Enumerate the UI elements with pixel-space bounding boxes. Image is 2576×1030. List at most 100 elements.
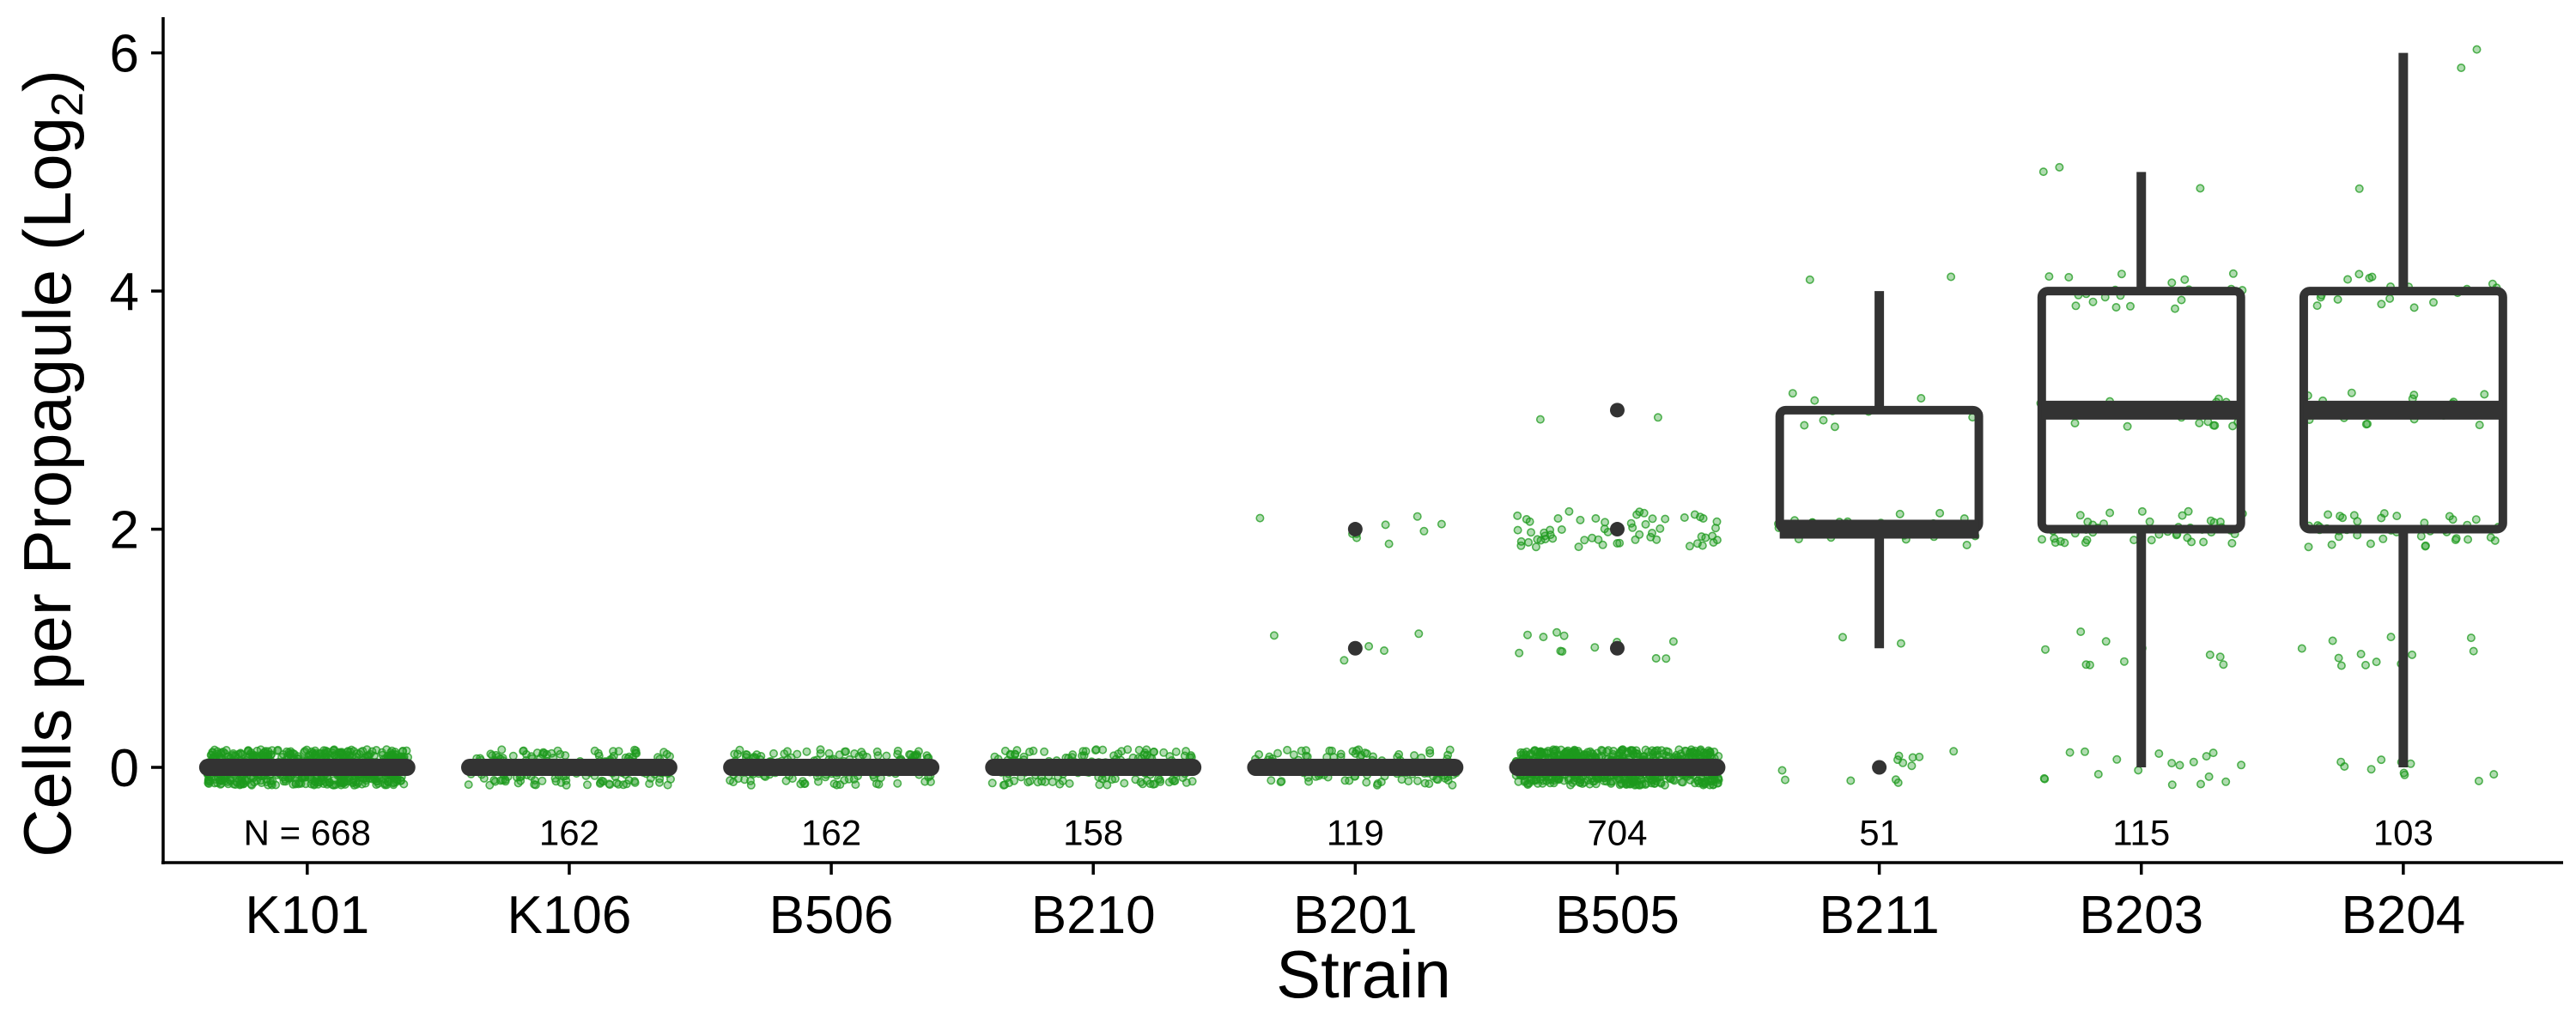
data-point bbox=[1896, 639, 1905, 648]
data-point bbox=[726, 776, 735, 785]
data-point bbox=[1188, 777, 1197, 786]
data-point bbox=[313, 778, 323, 787]
data-point bbox=[1432, 774, 1442, 784]
data-point bbox=[1681, 747, 1691, 756]
data-point bbox=[1819, 415, 1828, 425]
data-point bbox=[1962, 540, 1971, 549]
data-point bbox=[2126, 301, 2136, 311]
n-count-label: 162 bbox=[539, 812, 599, 852]
data-point bbox=[2050, 538, 2060, 548]
data-point bbox=[234, 749, 243, 759]
data-point bbox=[1893, 778, 1903, 787]
data-point bbox=[1024, 778, 1033, 787]
data-point bbox=[1376, 777, 1386, 786]
data-point bbox=[228, 779, 238, 789]
data-point bbox=[1917, 393, 1926, 403]
data-point bbox=[2202, 752, 2211, 761]
data-point bbox=[2134, 766, 2143, 775]
data-point bbox=[2206, 516, 2215, 525]
data-point bbox=[1522, 750, 1531, 760]
data-point bbox=[1182, 747, 1191, 756]
data-point bbox=[2088, 297, 2098, 306]
data-point bbox=[1540, 531, 1550, 541]
data-point bbox=[2065, 748, 2075, 757]
y-tick-label: 4 bbox=[110, 263, 139, 322]
data-point bbox=[2196, 184, 2205, 193]
data-point bbox=[2189, 757, 2198, 766]
data-point bbox=[2480, 390, 2489, 399]
data-point bbox=[816, 745, 825, 754]
data-point bbox=[1410, 751, 1419, 760]
data-point bbox=[1384, 539, 1394, 548]
data-point bbox=[1708, 531, 1717, 541]
data-point bbox=[281, 777, 290, 786]
data-point bbox=[733, 774, 743, 784]
data-point bbox=[2199, 537, 2208, 547]
data-point bbox=[1539, 633, 1548, 642]
data-point bbox=[374, 779, 383, 788]
data-point bbox=[2464, 535, 2473, 544]
data-point bbox=[380, 780, 390, 790]
data-point bbox=[497, 745, 507, 754]
data-point bbox=[1651, 653, 1661, 663]
data-point bbox=[2466, 633, 2476, 643]
data-point bbox=[2361, 660, 2371, 670]
data-point bbox=[1068, 750, 1078, 760]
data-point bbox=[2038, 167, 2048, 177]
data-point bbox=[2204, 772, 2214, 781]
data-point bbox=[2377, 513, 2386, 523]
data-point bbox=[2167, 278, 2177, 288]
n-count-label: 162 bbox=[801, 812, 861, 852]
data-point bbox=[1635, 530, 1644, 539]
data-point bbox=[2304, 542, 2313, 552]
data-point bbox=[1648, 528, 1657, 537]
data-point bbox=[1710, 747, 1719, 756]
data-point bbox=[2195, 418, 2204, 427]
n-count-label: 158 bbox=[1063, 812, 1123, 852]
data-point bbox=[1626, 518, 1636, 528]
data-point bbox=[2064, 272, 2074, 282]
data-point bbox=[595, 779, 605, 788]
data-point bbox=[2361, 420, 2371, 429]
data-point bbox=[2215, 652, 2225, 662]
data-point bbox=[1641, 519, 1650, 529]
data-point bbox=[2060, 538, 2069, 548]
data-point bbox=[1535, 415, 1545, 424]
n-count-label: 704 bbox=[1587, 812, 1647, 852]
data-point bbox=[1895, 509, 1905, 518]
data-point bbox=[1362, 778, 1371, 787]
data-point bbox=[247, 780, 257, 790]
data-point bbox=[1142, 776, 1151, 785]
data-point bbox=[2112, 754, 2122, 764]
data-point bbox=[2377, 300, 2386, 309]
data-point bbox=[1615, 538, 1625, 548]
outlier-point bbox=[1347, 640, 1363, 656]
data-point bbox=[2333, 294, 2342, 304]
data-point bbox=[1443, 750, 1453, 760]
data-point bbox=[2409, 303, 2419, 312]
data-point bbox=[1576, 515, 1585, 524]
data-point bbox=[240, 775, 249, 785]
x-tick-label: B211 bbox=[1820, 886, 1940, 945]
data-point bbox=[359, 774, 368, 784]
data-point bbox=[2338, 513, 2348, 523]
data-point bbox=[1425, 748, 1435, 758]
data-point bbox=[2343, 275, 2353, 284]
data-point bbox=[1594, 535, 1603, 544]
data-point bbox=[561, 751, 570, 760]
data-point bbox=[1513, 511, 1522, 520]
data-point bbox=[489, 775, 499, 785]
data-point bbox=[769, 748, 778, 758]
y-tick-label: 6 bbox=[110, 25, 139, 84]
data-point bbox=[1273, 748, 1283, 758]
data-point bbox=[2208, 748, 2218, 758]
x-axis-title: Strain bbox=[1276, 936, 1451, 1012]
y-axis-title-subscript: 2 bbox=[43, 92, 93, 117]
data-point bbox=[1617, 746, 1626, 755]
data-point bbox=[1668, 637, 1678, 646]
data-point bbox=[618, 780, 628, 790]
data-point bbox=[2365, 273, 2374, 282]
x-tick-label: B204 bbox=[2341, 886, 2465, 945]
data-point bbox=[1171, 747, 1181, 756]
data-point bbox=[1533, 535, 1542, 544]
